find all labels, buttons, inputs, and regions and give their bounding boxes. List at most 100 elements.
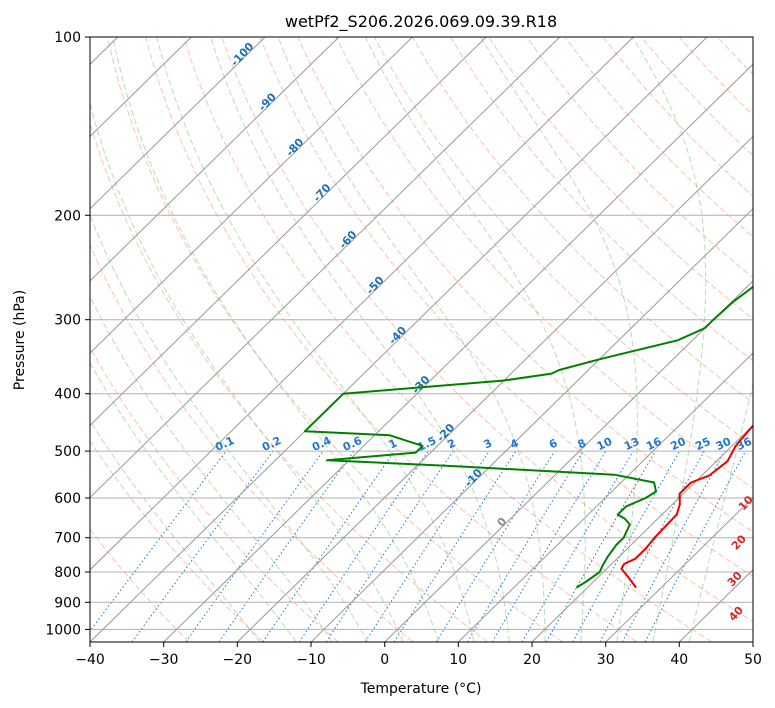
dry-adiabat-line (259, 37, 753, 577)
y-tick-label: 300 (54, 313, 81, 329)
moist-adiabat-line (90, 419, 261, 642)
x-tick-label: 40 (670, 652, 688, 668)
mixing-ratio-label: 16 (644, 435, 664, 453)
dry-adiabat-line (411, 37, 753, 404)
x-tick-label: 50 (744, 652, 762, 668)
isotherm-line (605, 496, 753, 642)
isotherm-line (90, 37, 413, 354)
isotherm-line (90, 37, 708, 642)
moist-adiabat-line (277, 37, 546, 642)
mixing-ratio-label: 20 (669, 435, 689, 453)
isotherm-line (90, 37, 487, 427)
mixing-ratio-label: 3 (482, 436, 494, 451)
isotherm-line (457, 352, 753, 642)
moist-adiabat-line (210, 37, 510, 642)
dry-adiabat-line (717, 37, 753, 76)
x-axis-ticks: −40 −30 −20 −10 0 10 20 30 40 50 (75, 642, 762, 668)
mixing-ratio-line (325, 450, 454, 642)
moist-adiabat-line (90, 361, 297, 642)
moist-adiabat-line (90, 101, 404, 642)
dry-adiabat-line (90, 528, 190, 642)
isotherm-line (236, 135, 753, 642)
profile-series (303, 285, 753, 589)
mixing-ratio-line (364, 450, 490, 642)
mixing-ratio-line (621, 450, 726, 642)
dry-adiabat-line (145, 37, 638, 642)
mixing-ratio-line (435, 450, 556, 642)
mixing-ratio-label: 13 (622, 435, 641, 453)
y-tick-label: 900 (54, 595, 81, 611)
moist-adiabat-line (688, 382, 753, 642)
isotherm-label: 0 (495, 515, 510, 530)
moist-adiabat-line (631, 37, 707, 642)
isotherm-label: -60 (336, 228, 359, 252)
mixing-ratio-label: 30 (714, 435, 734, 453)
mixing-ratio-label: 25 (693, 435, 712, 453)
x-tick-label: 0 (380, 652, 389, 668)
y-tick-label: 100 (54, 30, 81, 46)
mixing-ratio-line (262, 450, 395, 642)
isotherm-label: -40 (386, 324, 409, 348)
dry-adiabat-label: 20 (729, 532, 749, 552)
dewpoint-profile (303, 285, 753, 589)
mixing-ratio-line (393, 450, 517, 642)
moist-adiabat-line (480, 37, 638, 642)
dry-adiabat-line (373, 37, 753, 446)
mixing-ratio-label: 36 (734, 435, 754, 453)
mixing-ratio-line (298, 450, 429, 642)
dry-adiabat-line (640, 37, 753, 157)
dry-adiabat-line (183, 37, 712, 642)
y-tick-label: 1000 (45, 622, 81, 638)
mixing-ratio-label: 6 (547, 436, 560, 451)
isotherm-line (90, 37, 266, 210)
y-axis-label: Pressure (hPa) (12, 290, 28, 390)
dry-adiabat-line (90, 346, 339, 642)
x-tick-label: 30 (597, 652, 615, 668)
dry-adiabat-line (297, 37, 753, 533)
y-tick-label: 200 (54, 208, 81, 224)
plot-frame (89, 36, 754, 643)
plot-area: 0.1 0.2 0.4 0.6 1 1.5 2 3 4 6 8 10 13 16 20 25 30 36-100-… (90, 37, 754, 642)
dry-adiabat-line (488, 37, 753, 320)
pressure-grid (90, 37, 753, 630)
moist-adiabats (90, 37, 753, 642)
dry-adiabat-line (221, 37, 753, 623)
isotherm-line (90, 37, 634, 571)
dry-adiabats (90, 37, 753, 642)
mixing-ratio-line (467, 450, 584, 642)
dry-adiabat-line (90, 244, 414, 642)
mixing-ratio-line (90, 450, 227, 632)
dry-adiabat-line (335, 37, 753, 489)
mixing-ratio-line (491, 450, 607, 642)
isotherm-label: -30 (410, 373, 433, 397)
isotherm-line (90, 37, 340, 282)
isotherms (90, 37, 753, 642)
y-tick-label: 500 (54, 444, 81, 460)
isotherm-label: -90 (256, 90, 279, 114)
y-tick-label: 600 (54, 491, 81, 507)
dry-adiabat-line (106, 37, 563, 642)
y-axis-ticks: 100 200 300 400 500 600 700 800 900 1000 (45, 30, 90, 638)
moist-adiabat-line (112, 37, 439, 642)
isotherm-label: -50 (364, 273, 387, 297)
mixing-ratio-line (131, 450, 274, 642)
isotherm-line (90, 37, 192, 138)
x-tick-label: 10 (449, 652, 467, 668)
mixing-ratio-line (572, 450, 681, 642)
moist-adiabat-line (90, 213, 369, 642)
moist-adiabat-line (156, 37, 475, 642)
isotherm-line (90, 37, 561, 499)
x-tick-label: −20 (223, 652, 253, 668)
y-tick-label: 700 (54, 531, 81, 547)
dry-adiabat-line (564, 37, 753, 238)
mixing-ratio-line (185, 450, 324, 642)
x-tick-label: 20 (523, 652, 541, 668)
isotherm-label: -80 (283, 135, 306, 159)
x-tick-label: −40 (75, 652, 105, 668)
isotherm-line (163, 63, 753, 642)
dry-adiabat-line (90, 440, 264, 642)
chart-title: wetPf2_S206.2026.069.09.39.R18 (285, 12, 557, 32)
isotherm-label: -10 (462, 466, 485, 490)
mixing-ratio-line (218, 450, 355, 642)
